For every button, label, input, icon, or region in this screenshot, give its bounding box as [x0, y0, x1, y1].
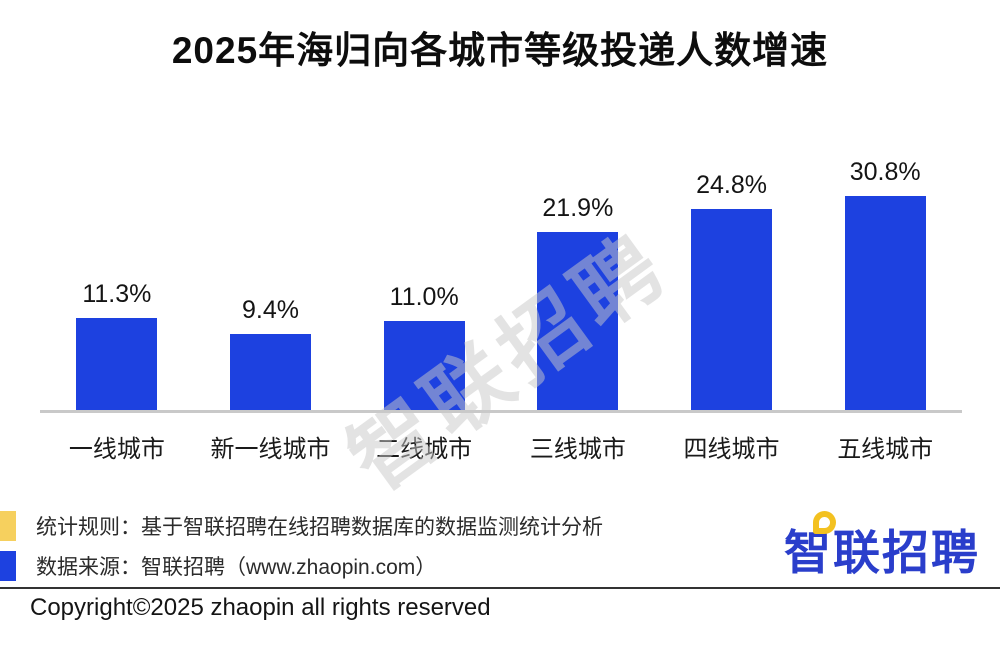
x-axis-category-label: 三线城市	[529, 436, 626, 463]
x-axis-category-label: 五线城市	[837, 436, 934, 463]
bar-value-label: 24.8%	[696, 171, 767, 199]
chart-title: 2025年海归向各城市等级投递人数增速	[171, 30, 829, 71]
bar-value-label: 11.3%	[82, 280, 152, 308]
footer-notes: 统计规则：基于智联招聘在线招聘数据库的数据监测统计分析 数据来源：智联招聘（ww…	[0, 506, 603, 586]
x-axis-category-label: 四线城市	[683, 436, 780, 463]
copyright-text: Copyright©2025 zhaopin all rights reserv…	[30, 594, 491, 621]
bar-value-label: 21.9%	[542, 194, 614, 222]
zhaopin-logo: 智联招聘	[784, 511, 980, 583]
yellow-legend-square	[0, 511, 16, 541]
bar-chart: 11.3% 9.4% 11.0% 21.9% 24.8% 30.8% 一线城市 新一线城市 二…	[40, 158, 962, 464]
zhaopin-logo-pin-icon	[813, 511, 836, 534]
x-axis-labels: 一线城市 新一线城市 二线城市 三线城市 四线城市 五线城市	[40, 429, 962, 464]
bar-value-label: 9.4%	[242, 296, 299, 324]
bars-area: 11.3% 9.4% 11.0% 21.9% 24.8% 30.8%	[40, 158, 962, 413]
bar-value-label: 11.0%	[389, 283, 459, 311]
bar	[383, 321, 465, 410]
bar-column: 11.3%	[40, 158, 194, 410]
x-axis-category-label: 一线城市	[68, 436, 165, 463]
note-row-data-source: 数据来源：智联招聘（www.zhaopin.com）	[0, 546, 603, 586]
bar	[691, 209, 773, 410]
x-axis-category-label: 二线城市	[376, 436, 473, 463]
bar-column: 24.8%	[655, 158, 809, 410]
bar-column: 9.4%	[194, 158, 348, 410]
note-row-statistics-rule: 统计规则：基于智联招聘在线招聘数据库的数据监测统计分析	[0, 506, 603, 546]
bar-column: 11.0%	[347, 158, 501, 410]
blue-legend-square	[0, 551, 16, 581]
bar-column: 21.9%	[501, 158, 655, 410]
footer-divider-line	[0, 587, 1000, 589]
statistics-rule-text: 统计规则：基于智联招聘在线招聘数据库的数据监测统计分析	[36, 516, 603, 539]
bar	[76, 318, 158, 410]
bar	[537, 232, 619, 410]
bar-column: 30.8%	[808, 158, 962, 410]
x-axis-category-label: 新一线城市	[210, 436, 331, 463]
bar	[230, 334, 311, 410]
zhaopin-logo-text: 智联招聘	[784, 526, 980, 579]
bar-value-label: 30.8%	[849, 158, 921, 186]
data-source-text: 数据来源：智联招聘（www.zhaopin.com）	[36, 556, 437, 579]
bar	[844, 196, 926, 410]
